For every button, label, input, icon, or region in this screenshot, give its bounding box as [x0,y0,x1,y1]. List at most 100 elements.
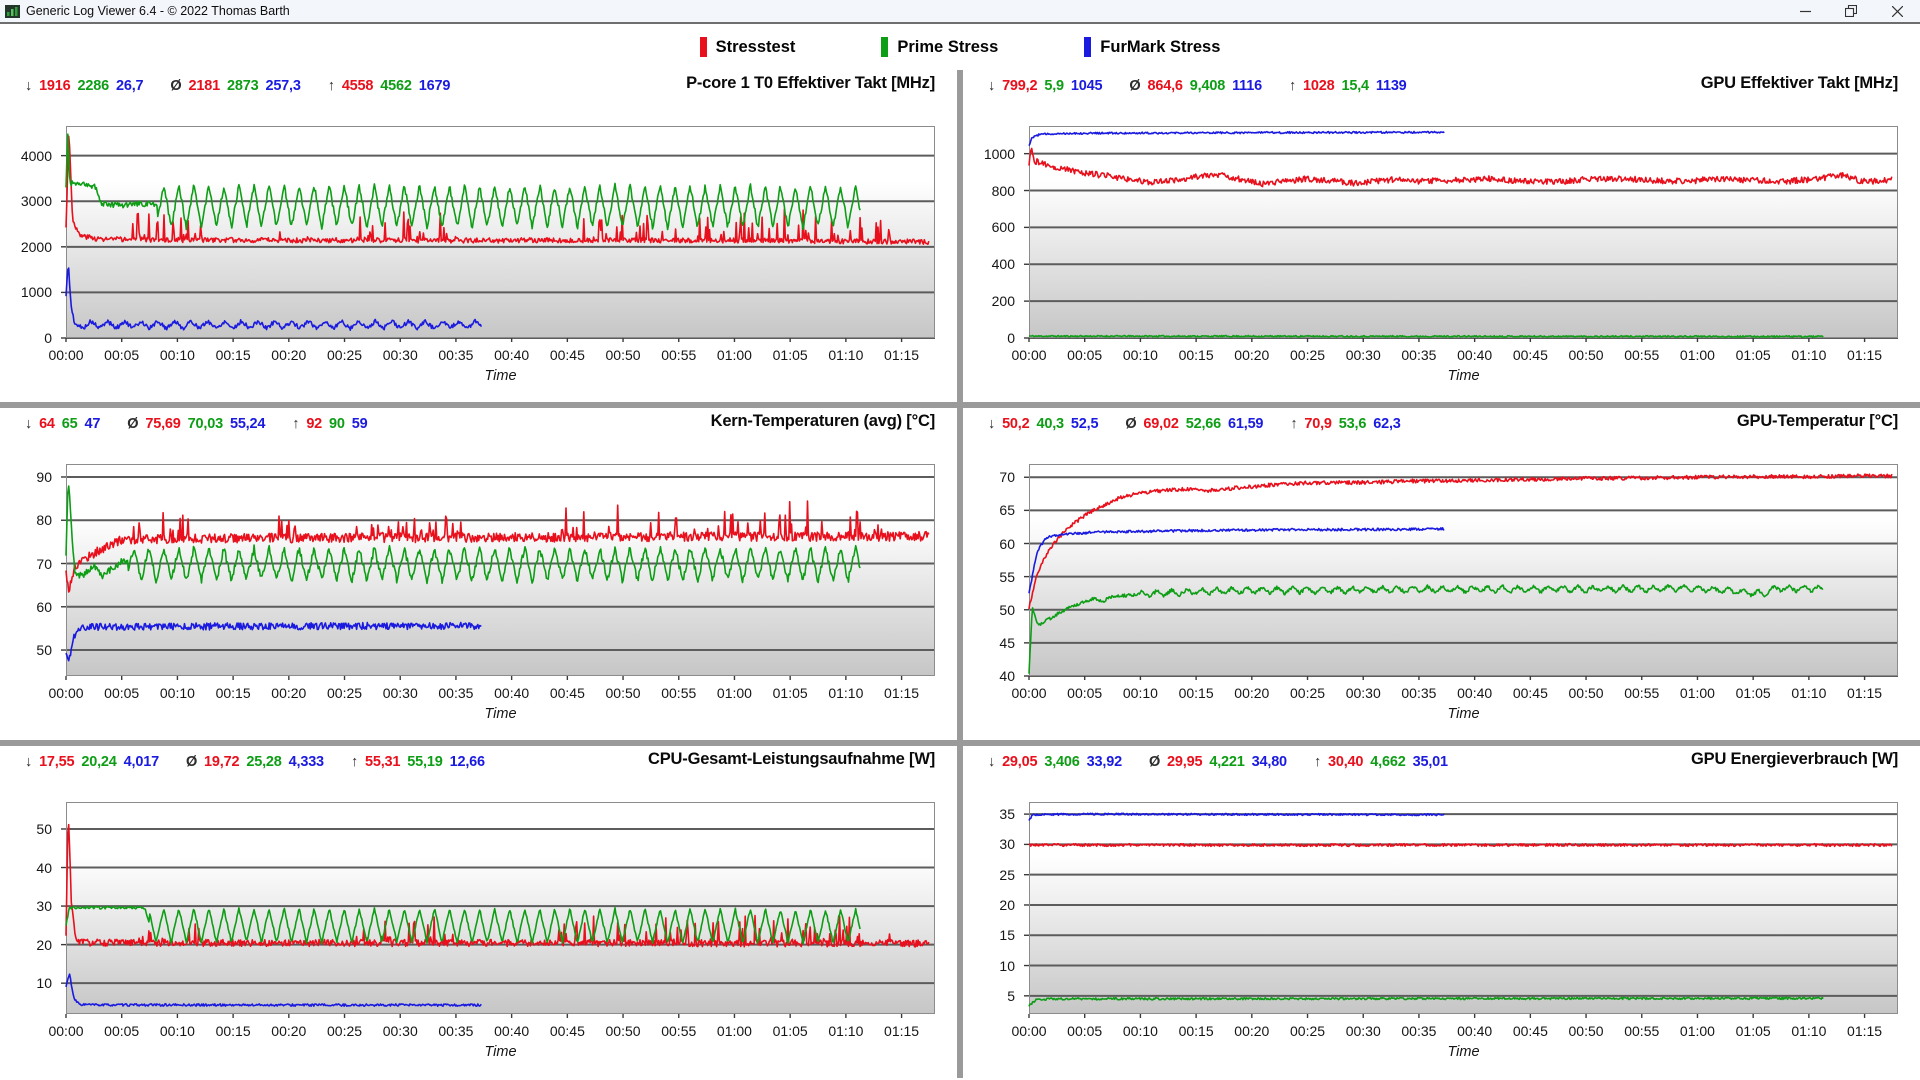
x-tick-label: 00:30 [1345,347,1381,363]
x-axis-labels: 00:00 00:05 00:10 00:15 00:20 00:25 00:30 00:35… [48,685,935,703]
stat-min-icon: ↓ [25,78,33,94]
series-line-furmark-stress [1028,812,1445,821]
stat-avg-icon: Ø [185,754,198,770]
y-tick-label: 35 [999,806,1015,823]
x-tick-label: 00:05 [1067,685,1103,701]
stat-max-value: 15,4 [1341,78,1369,94]
series-line-prime-stress [65,133,861,231]
y-tick-label: 10 [36,975,52,992]
x-tick-label: 00:05 [104,685,140,701]
x-tick-label: 01:10 [1791,685,1827,701]
stat-min-icon: ↓ [988,78,996,94]
plot-area[interactable] [1024,802,1898,1018]
plot-area[interactable] [1024,464,1898,680]
restore-button[interactable] [1828,0,1874,22]
x-tick-label: 00:00 [1011,1023,1047,1039]
close-button[interactable] [1874,0,1920,22]
y-axis-labels: 35 30 25 20 15 10 5 [963,802,1024,1014]
stat-max-value: 1679 [418,78,451,94]
x-tick-label: 00:40 [494,685,530,701]
chart-canvas [1024,126,1898,342]
stat-avg-icon: Ø [170,78,182,94]
stat-min-value: 50,2 [1002,416,1030,432]
stat-min-value: 29,05 [1002,754,1038,770]
stat-max-value: 55,19 [407,754,443,770]
stat-max-value: 53,6 [1338,416,1367,432]
legend-item-prime-stress: Prime Stress [881,37,998,57]
chart-stats-row: ↓ 17,55 20,24 4,017 Ø 19,72 25,28 4,333 ↑ 55,31 55… [25,754,485,770]
stat-min-group: ↓ 17,55 20,24 4,017 [25,754,159,770]
chart-title: P-core 1 T0 Effektiver Takt [MHz] [686,74,935,92]
stat-avg-value: 9,408 [1189,78,1226,94]
y-tick-label: 3000 [20,193,52,210]
plot-area[interactable] [61,802,935,1018]
x-tick-label: 00:05 [104,1023,140,1039]
y-tick-label: 30 [36,898,52,915]
x-tick-label: 00:15 [1178,1023,1214,1039]
close-icon [1891,5,1903,17]
y-tick-label: 80 [36,512,52,529]
stat-min-value: 64 [39,416,55,432]
y-tick-label: 400 [991,256,1015,273]
furmark-color-swatch [1084,37,1092,57]
plot-area[interactable] [61,464,935,680]
stresstest-color-swatch [699,37,707,57]
x-tick-label: 00:35 [1401,685,1437,701]
plot-area[interactable] [1024,126,1898,342]
stat-min-group: ↓ 799,2 5,9 1045 [988,78,1103,94]
y-tick-label: 600 [991,219,1015,236]
minimize-button[interactable] [1782,0,1828,22]
series-line-stresstest [65,135,930,246]
chart-stats-row: ↓ 799,2 5,9 1045 Ø 864,6 9,408 1116 ↑ 1028 15,4 113… [988,78,1407,94]
x-tick-label: 00:20 [1234,685,1270,701]
y-axis-labels: 4000 3000 2000 1000 0 [0,126,61,346]
chart-title: Kern-Temperaturen (avg) [°C] [710,412,936,430]
stat-avg-value: 29,95 [1167,754,1203,770]
stat-avg-icon: Ø [1148,754,1161,770]
x-tick-label: 01:15 [884,685,920,701]
series-line-stresstest [1028,842,1893,848]
series-line-stresstest [65,500,930,593]
stat-avg-value: 2181 [188,78,221,94]
legend-label: FurMark Stress [1100,37,1221,56]
x-tick-label: 00:40 [1457,685,1493,701]
x-axis-labels: 00:00 00:05 00:10 00:15 00:20 00:25 00:30 00:35… [1011,685,1898,703]
y-tick-label: 40 [36,859,52,876]
title-bar[interactable]: Generic Log Viewer 6.4 - © 2022 Thomas B… [0,0,1920,24]
stat-max-value: 12,66 [449,754,485,770]
x-tick-label: 00:10 [1122,1023,1158,1039]
stat-max-value: 90 [329,416,345,432]
x-tick-label: 00:10 [159,685,195,701]
stat-avg-group: Ø 2181 2873 257,3 [170,78,301,94]
chart-canvas [61,464,935,680]
x-tick-label: 00:50 [1568,347,1604,363]
stat-avg-group: Ø 864,6 9,408 1116 [1129,78,1262,94]
y-tick-label: 55 [999,568,1015,585]
chart-stats-row: ↓ 1916 2286 26,7 Ø 2181 2873 257,3 ↑ 4558 4562 1679 [25,78,450,94]
series-legend: Stresstest Prime Stress FurMark Stress [0,24,1920,70]
stat-min-value: 17,55 [39,754,75,770]
stat-max-value: 55,31 [365,754,401,770]
x-tick-label: 00:00 [48,685,84,701]
stat-avg-value: 864,6 [1147,78,1183,94]
x-tick-label: 01:05 [1735,685,1771,701]
window-controls [1782,0,1920,22]
x-tick-label: 00:30 [382,1023,418,1039]
x-tick-label: 00:30 [1345,685,1381,701]
x-tick-label: 00:10 [1122,347,1158,363]
plot-area[interactable] [61,126,935,342]
x-tick-label: 00:50 [605,347,641,363]
stat-min-value: 1916 [39,78,71,94]
stat-max-value: 4,662 [1370,754,1406,770]
y-tick-label: 0 [44,330,52,346]
stat-avg-group: Ø 75,69 70,03 55,24 [127,416,265,432]
x-tick-label: 00:30 [382,685,418,701]
y-tick-label: 60 [36,598,52,615]
y-tick-label: 45 [999,634,1015,651]
stat-min-icon: ↓ [25,754,33,770]
x-tick-label: 01:05 [1735,1023,1771,1039]
stat-max-icon: ↑ [1290,416,1298,432]
y-axis-labels: 90 80 70 60 50 [0,464,61,676]
series-line-furmark-stress [1028,130,1445,147]
stat-max-group: ↑ 1028 15,4 1139 [1289,78,1407,94]
